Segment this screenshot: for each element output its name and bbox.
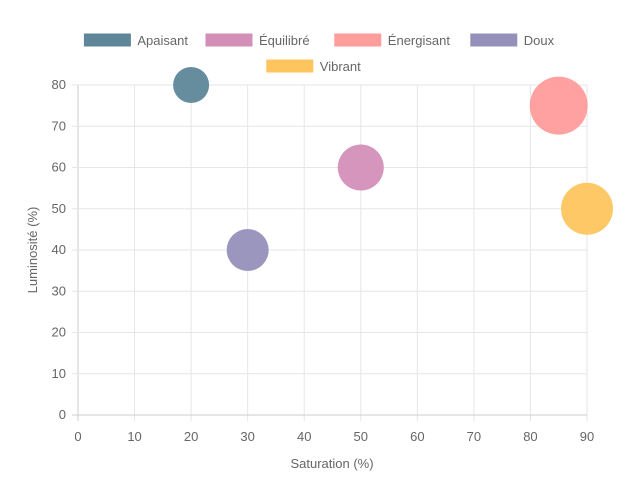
grid: [72, 84, 588, 421]
x-tick-label: 80: [523, 429, 537, 444]
y-tick-label: 60: [52, 160, 66, 175]
legend-swatch: [204, 32, 254, 48]
legend-swatch: [82, 32, 132, 48]
x-axis-label: Saturation (%): [290, 456, 373, 471]
bubble-apaisant: [173, 67, 210, 103]
x-tick-label: 20: [184, 429, 198, 444]
legend-label: Équilibré: [259, 33, 310, 48]
legend-item-énergisant[interactable]: Énergisant: [333, 32, 451, 48]
y-tick-label: 0: [59, 407, 66, 422]
legend-item-vibrant[interactable]: Vibrant: [265, 58, 361, 74]
legend-label: Vibrant: [320, 59, 361, 74]
x-tick-label: 70: [467, 429, 481, 444]
x-tick-label: 50: [354, 429, 368, 444]
y-tick-label: 10: [52, 366, 66, 381]
legend-item-apaisant[interactable]: Apaisant: [82, 32, 188, 48]
legend-swatch: [469, 32, 519, 48]
x-tick-label: 90: [580, 429, 594, 444]
bubble-équilibré: [337, 144, 384, 191]
x-tick-label: 0: [74, 429, 81, 444]
tick-labels: 0 10 20 30 40 50 60 70 80 90 0 10 20 30 40 50 60 70 80: [52, 77, 595, 444]
y-tick-label: 50: [52, 201, 66, 216]
bubble-vibrant: [561, 182, 613, 235]
y-tick-label: 80: [52, 77, 66, 92]
legend-label: Apaisant: [137, 33, 188, 48]
x-tick-label: 40: [297, 429, 311, 444]
y-axis-label: Luminosité (%): [25, 207, 40, 294]
legend-item-équilibré[interactable]: Équilibré: [204, 32, 310, 48]
bubble-doux: [226, 229, 269, 271]
legend-label: Doux: [524, 33, 555, 48]
x-tick-label: 60: [410, 429, 424, 444]
y-tick-label: 40: [52, 242, 66, 257]
bubble-énergisant: [529, 76, 588, 135]
bubbles: [173, 67, 613, 271]
y-tick-label: 20: [52, 325, 66, 340]
legend-swatch: [265, 58, 315, 74]
legend-item-doux[interactable]: Doux: [469, 32, 555, 48]
legend-swatch: [333, 32, 383, 48]
legend-label: Énergisant: [388, 33, 451, 48]
y-tick-label: 30: [52, 283, 66, 298]
x-tick-label: 10: [127, 429, 141, 444]
x-tick-label: 30: [240, 429, 254, 444]
y-tick-label: 70: [52, 118, 66, 133]
legend[interactable]: Apaisant Équilibré Énergisant Doux Vibrant: [82, 32, 555, 74]
